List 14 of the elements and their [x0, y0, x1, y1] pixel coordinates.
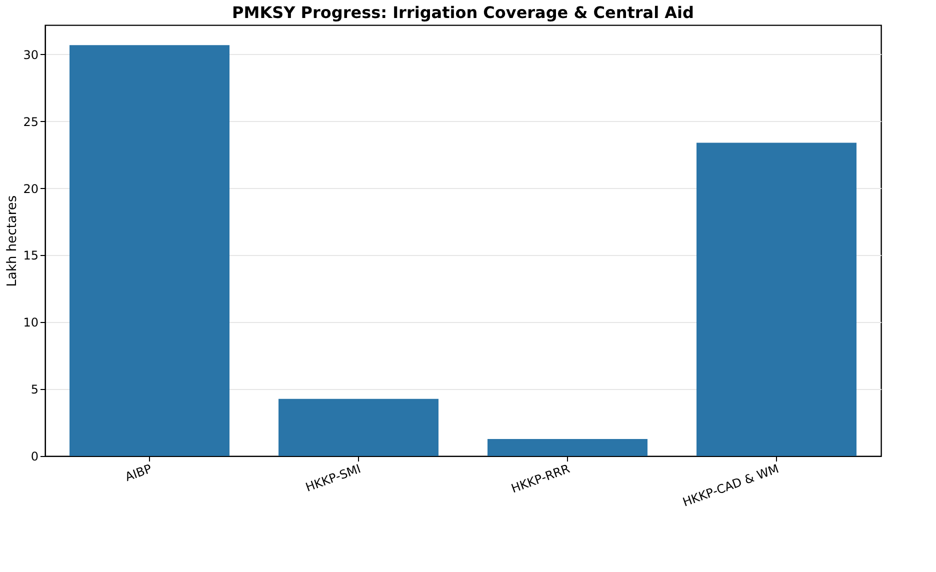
bar	[278, 398, 438, 456]
bar	[488, 439, 648, 456]
y-tick-label: 20	[23, 182, 38, 196]
y-tick-label: 0	[30, 450, 38, 464]
bar	[70, 45, 230, 456]
y-tick-label: 5	[30, 382, 38, 397]
y-axis-title: Lakh hectares	[5, 195, 20, 287]
bar	[696, 142, 856, 456]
chart-title: PMKSY Progress: Irrigation Coverage & Central Aid	[232, 3, 694, 22]
x-tick-label: AIBP	[123, 462, 154, 484]
y-tick-label: 15	[23, 248, 38, 263]
y-tick-label: 30	[23, 48, 38, 62]
y-tick-label: 25	[23, 114, 38, 129]
y-tick-label: 10	[23, 316, 38, 330]
